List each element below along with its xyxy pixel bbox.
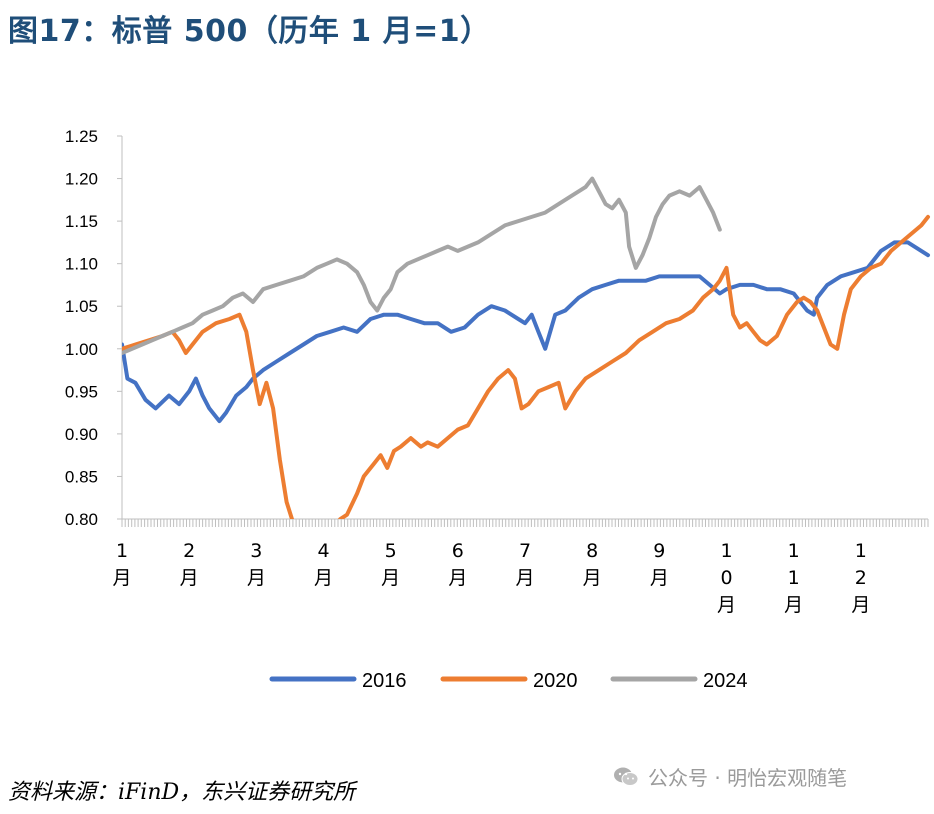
y-tick-label: 1.10 xyxy=(65,255,98,274)
legend-label-2024: 2024 xyxy=(703,670,748,692)
y-tick-label: 0.90 xyxy=(65,425,98,444)
y-tick-label: 1.20 xyxy=(65,170,98,189)
y-tick-label: 1.05 xyxy=(65,297,98,316)
chart-title: 图17：标普 500（历年 1 月=1） xyxy=(8,14,491,49)
series-line-2020 xyxy=(122,214,930,519)
watermark-text: 公众号 · 明怡宏观随笔 xyxy=(648,766,848,790)
watermark: 公众号 · 明怡宏观随笔 xyxy=(612,762,847,791)
legend-label-2016: 2016 xyxy=(362,670,407,692)
y-tick-label: 1.00 xyxy=(65,340,98,359)
x-axis-ticks xyxy=(121,519,929,527)
y-tick-label: 1.15 xyxy=(65,212,98,231)
source-note: 资料来源：iFinD，东兴证券研究所 xyxy=(8,780,356,805)
series-line-2016 xyxy=(122,240,930,424)
wechat-icon xyxy=(614,767,639,786)
y-tick-label: 0.85 xyxy=(65,467,98,486)
y-tick-label: 1.25 xyxy=(65,127,98,146)
y-tick-label: 0.95 xyxy=(65,382,98,401)
series-line-2024 xyxy=(122,176,722,355)
legend-label-2020: 2020 xyxy=(533,670,578,692)
y-tick-label: 0.80 xyxy=(65,510,98,529)
